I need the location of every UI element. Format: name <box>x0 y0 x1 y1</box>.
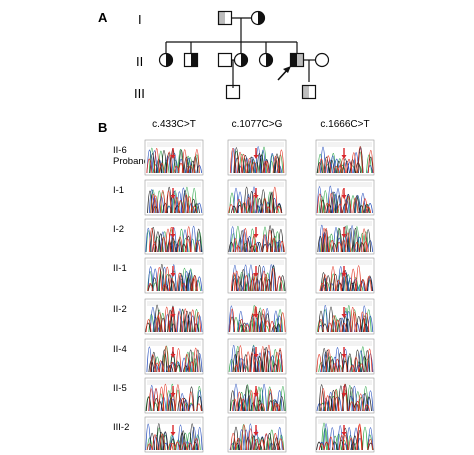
trace-4-1 <box>144 257 204 294</box>
gen2-member-7 <box>314 52 330 68</box>
gen3-member-2 <box>301 84 317 100</box>
trace-7-2 <box>227 377 287 414</box>
trace-2-2 <box>227 179 287 216</box>
sample-label-8: III-2 <box>113 422 129 433</box>
trace-7-3 <box>315 377 375 414</box>
gen3-member-1 <box>225 84 241 100</box>
trace-2-3 <box>315 179 375 216</box>
mutation-title-1: c.433C>T <box>152 119 196 130</box>
trace-4-2 <box>227 257 287 294</box>
trace-6-1 <box>144 338 204 375</box>
trace-3-1 <box>144 218 204 255</box>
generation-label-i: I <box>138 12 142 27</box>
generation-label-iii: III <box>134 86 145 101</box>
sample-label-7: II-5 <box>113 383 127 394</box>
sample-label-6: II-4 <box>113 344 127 355</box>
proband-arrowhead <box>283 66 291 73</box>
mutation-title-3: c.1666C>T <box>320 119 369 130</box>
trace-8-2 <box>227 416 287 453</box>
trace-1-1 <box>144 139 204 176</box>
gen1-member-1 <box>217 10 233 26</box>
gen2-member-4 <box>233 52 249 68</box>
trace-6-3 <box>315 338 375 375</box>
trace-2-1 <box>144 179 204 216</box>
trace-4-3 <box>315 257 375 294</box>
gen2-member-3 <box>217 52 233 68</box>
generation-label-ii: II <box>136 54 143 69</box>
trace-7-1 <box>144 377 204 414</box>
trace-1-2 <box>227 139 287 176</box>
trace-3-2 <box>227 218 287 255</box>
sample-label-5: II-2 <box>113 304 127 315</box>
trace-8-3 <box>315 416 375 453</box>
trace-1-3 <box>315 139 375 176</box>
trace-8-1 <box>144 416 204 453</box>
trace-6-2 <box>227 338 287 375</box>
trace-5-1 <box>144 298 204 335</box>
trace-5-3 <box>315 298 375 335</box>
gen1-member-2 <box>250 10 266 26</box>
gen2-member-2 <box>183 52 199 68</box>
sample-label-3: I-2 <box>113 224 124 235</box>
panel-b-label: B <box>98 120 107 135</box>
mutation-title-2: c.1077C>G <box>232 119 283 130</box>
panel-a-label: A <box>98 10 108 25</box>
pedigree-chart <box>158 10 330 100</box>
trace-5-2 <box>227 298 287 335</box>
gen2-member-1 <box>158 52 174 68</box>
trace-3-3 <box>315 218 375 255</box>
sample-label-1: II-6 Proband <box>113 145 149 167</box>
gen2-member-5 <box>258 52 274 68</box>
sample-label-4: II-1 <box>113 263 127 274</box>
gen2-member-6 <box>289 52 305 68</box>
sample-label-2: I-1 <box>113 185 124 196</box>
sequencing-grid: c.433C>T c.1077C>G c.1666C>T II-6 Proband I-1… <box>113 119 375 453</box>
